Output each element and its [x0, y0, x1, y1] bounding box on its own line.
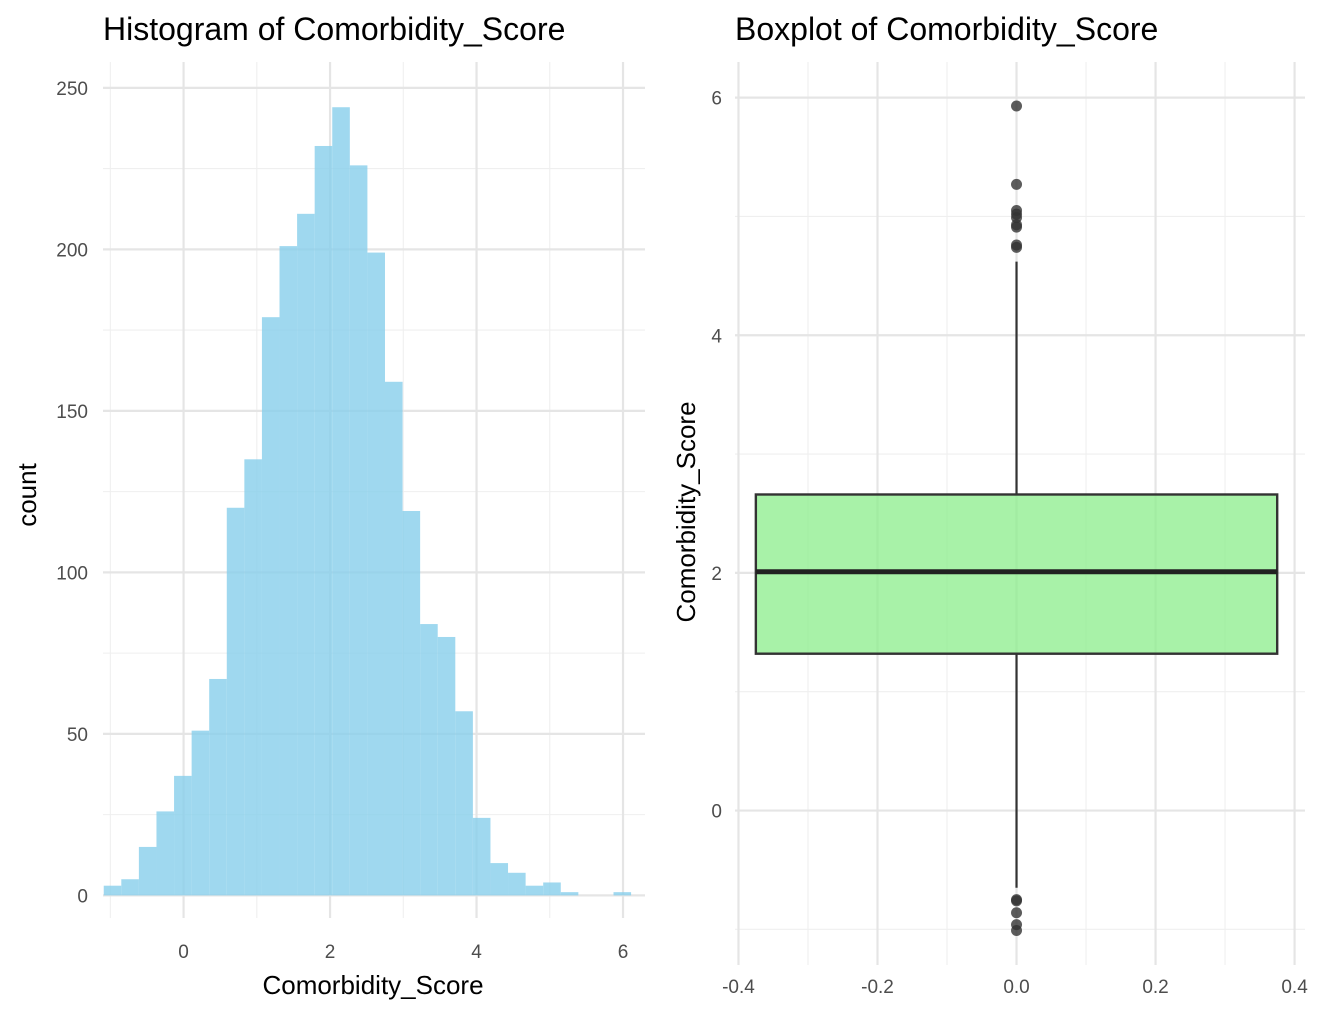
histogram-x-tick-label: 2: [325, 942, 336, 963]
histogram-y-tick-label: 200: [56, 240, 88, 261]
histogram-bar: [138, 846, 157, 896]
histogram-bar: [367, 252, 385, 896]
boxplot-box-group: [754, 261, 1279, 888]
histogram-y-tick-label: 0: [77, 886, 88, 907]
boxplot-y-tick-label: 0: [711, 802, 722, 823]
histogram-bar: [455, 711, 473, 896]
boxplot-x-tick-label: -0.2: [861, 977, 894, 998]
histogram-title: Histogram of Comorbidity_Score: [103, 11, 565, 47]
histogram-y-tick-label: 250: [56, 79, 88, 100]
boxplot-y-tick-label: 4: [711, 326, 722, 347]
histogram-bar: [543, 882, 561, 896]
boxplot-x-tick-labels: -0.4 -0.2 0.0 0.2 0.4: [722, 977, 1308, 998]
boxplot-outlier-point: [1011, 221, 1023, 233]
histogram-bar: [297, 213, 315, 896]
histogram-bar: [244, 459, 262, 896]
histogram-y-tick-label: 150: [56, 402, 88, 423]
histogram-bar: [490, 863, 509, 896]
histogram-bar: [560, 892, 579, 896]
histogram-bar: [121, 879, 139, 896]
histogram-x-tick-labels: 0 2 4 6: [178, 942, 628, 963]
histogram-y-tick-labels: 0 50 100 150 200 250: [56, 79, 88, 908]
histogram-x-tick-label: 0: [178, 942, 189, 963]
histogram-bar: [314, 145, 333, 896]
boxplot-x-tick-label: 0.0: [1003, 977, 1029, 998]
histogram-x-axis-title: Comorbidity_Score: [262, 970, 483, 1000]
histogram-y-tick-label: 100: [56, 563, 88, 584]
histogram-x-tick-label: 6: [618, 942, 629, 963]
histogram-bar: [191, 730, 210, 896]
histogram-bar: [420, 624, 438, 896]
histogram-bar: [437, 636, 456, 896]
histogram-bar: [226, 507, 245, 896]
boxplot-x-tick-label: 0.4: [1281, 977, 1308, 998]
histogram-bar: [349, 165, 368, 896]
boxplot-outliers: [1011, 100, 1023, 937]
histogram-bar: [525, 885, 544, 896]
histogram-bar: [103, 885, 122, 896]
histogram-panel: Histogram of Comorbidity_Score 0 50 100 150…: [12, 11, 645, 1000]
histogram-bar: [174, 775, 192, 896]
boxplot-y-tick-labels: 0 2 4 6: [711, 89, 722, 823]
boxplot-outlier-point: [1011, 241, 1023, 253]
histogram-y-tick-label: 50: [67, 725, 88, 746]
boxplot-outlier-point: [1011, 178, 1023, 190]
boxplot-y-tick-label: 6: [711, 89, 722, 110]
histogram-x-tick-label: 4: [471, 942, 482, 963]
histogram-bar: [472, 817, 491, 896]
boxplot-x-tick-label: 0.2: [1142, 977, 1168, 998]
histogram-bar: [402, 510, 421, 896]
histogram-bar: [332, 107, 350, 896]
histogram-bar: [613, 892, 632, 896]
boxplot-x-tick-label: -0.4: [722, 977, 755, 998]
boxplot-y-tick-label: 2: [711, 564, 722, 585]
histogram-bar: [209, 678, 227, 896]
histogram-y-axis-title: count: [12, 462, 42, 526]
histogram-bar: [261, 317, 280, 896]
histogram-bars: [103, 107, 632, 896]
histogram-bar: [279, 246, 298, 896]
boxplot-title: Boxplot of Comorbidity_Score: [735, 11, 1158, 47]
histogram-bar: [156, 811, 175, 896]
boxplot-outlier-point: [1011, 907, 1023, 919]
boxplot-outlier-point: [1011, 925, 1023, 937]
boxplot-outlier-point: [1011, 895, 1023, 907]
boxplot-y-axis-title: Comorbidity_Score: [671, 401, 701, 622]
histogram-bar: [508, 872, 526, 896]
boxplot-outlier-point: [1011, 100, 1023, 112]
histogram-bar: [384, 381, 403, 896]
